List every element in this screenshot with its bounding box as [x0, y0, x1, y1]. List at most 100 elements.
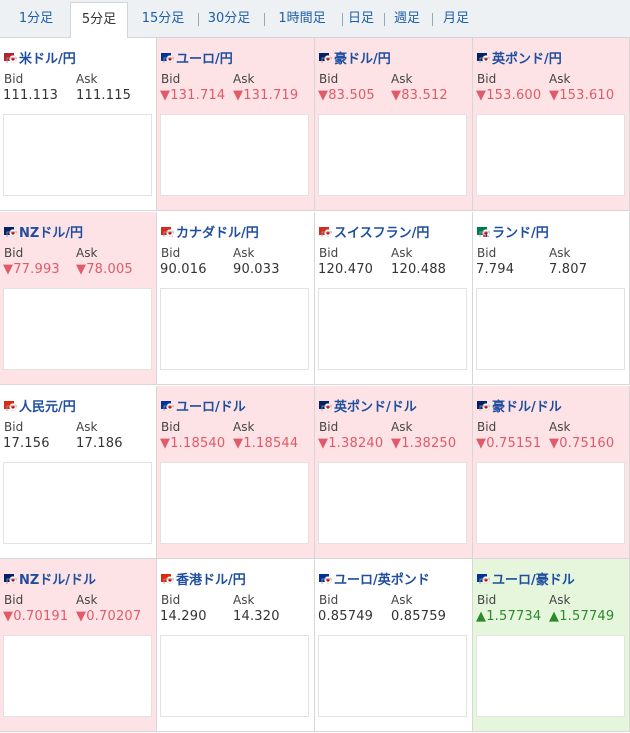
pair-title[interactable]: 17.1517.1417.1317.129:2510:2511:25人民元/円 [4, 396, 144, 478]
ask-value: ▼83.512 [391, 88, 448, 103]
flag-icon: 83.5583.583.459:2510:2511:25 [319, 52, 459, 130]
ask-value: ▼78.005 [76, 262, 133, 277]
rate-panel[interactable]: 0.7520.75150.7519:2510:2511:25豪ドル/ドルBidA… [473, 386, 630, 559]
rate-panel[interactable]: 83.5583.583.459:2510:2511:25豪ドル/円BidAsk▼… [315, 38, 473, 211]
flag-icon: 0.70260.70240.70220.7020.70189:2510:2511… [4, 573, 149, 651]
pair-title[interactable]: 83.5583.583.459:2510:2511:25豪ドル/円 [319, 48, 459, 130]
ask-label: Ask [549, 593, 571, 607]
bid-label: Bid [319, 72, 339, 86]
candlestick-chart[interactable] [3, 114, 152, 196]
pair-title[interactable]: 111.15111.1111.059:2510:2511:25米ドル/円 [4, 48, 149, 130]
ask-value: 120.488 [391, 262, 447, 277]
candlestick-chart[interactable] [160, 288, 309, 370]
candlestick-chart[interactable] [318, 114, 467, 196]
ask-label: Ask [76, 72, 98, 86]
candle-body [485, 234, 488, 240]
pair-title[interactable]: 120.55120.5120.459:2510:2511:25スイスフラン/円 [319, 222, 464, 304]
bid-value: ▼131.714 [160, 88, 226, 103]
pair-title[interactable]: 78.05789:2510:2511:25NZドル/円 [4, 222, 144, 304]
candlestick-chart[interactable] [476, 462, 625, 544]
candlestick-chart[interactable] [3, 288, 152, 370]
rate-panel[interactable]: 14.314.299:2510:2511:25香港ドル/円BidAsk14.29… [157, 559, 315, 732]
tab-0[interactable]: 1分足 [18, 11, 54, 26]
pair-title[interactable]: 1.5781.5779:2510:2511:25ユーロ/豪ドル [477, 569, 617, 651]
bid-value: ▼1.18540 [160, 436, 226, 451]
candlestick-chart[interactable] [476, 288, 625, 370]
tab-5[interactable]: 日足 [347, 11, 374, 26]
tab-1[interactable]: 5分足 [70, 2, 128, 40]
rate-panel[interactable]: 1.5781.5779:2510:2511:25ユーロ/豪ドルBidAsk▲1.… [473, 559, 630, 732]
pair-name: カナダドル/円 [176, 225, 259, 241]
rate-panel[interactable]: 90.190.05909:2510:2511:25カナダドル/円BidAsk90… [157, 212, 315, 385]
ask-value: 7.807 [549, 262, 588, 277]
candlestick-chart[interactable] [3, 635, 152, 717]
pair-title[interactable]: 1.3831.38251.3829:2510:2511:25英ポンド/ドル [319, 396, 464, 478]
pair-name: ユーロ/円 [176, 51, 233, 67]
pair-title[interactable]: 90.190.05909:2510:2511:25カナダドル/円 [161, 222, 301, 304]
tab-7[interactable]: 月足 [442, 11, 469, 26]
bid-value: ▼153.600 [476, 88, 542, 103]
bid-value: 111.113 [3, 88, 59, 103]
flag-icon: 14.314.299:2510:2511:25 [161, 573, 301, 651]
tab-4[interactable]: 1時間足 [278, 11, 326, 26]
rate-panel[interactable]: 1.3831.38251.3829:2510:2511:25英ポンド/ドルBid… [315, 386, 473, 559]
ask-value: 111.115 [76, 88, 132, 103]
ask-label: Ask [76, 420, 98, 434]
rate-panel[interactable]: 1.18621.1861.18581.18561.18549:2510:2511… [157, 386, 315, 559]
pair-title[interactable]: 0.70260.70240.70220.7020.70189:2510:2511… [4, 569, 149, 651]
pair-title[interactable]: 7.87.797.789:2510:2511:25ランド/円 [477, 222, 612, 304]
pair-title[interactable]: 14.314.299:2510:2511:25香港ドル/円 [161, 569, 301, 651]
candlestick-chart[interactable] [318, 288, 467, 370]
candlestick-chart[interactable] [160, 462, 309, 544]
bid-label: Bid [4, 72, 24, 86]
rate-panel[interactable]: 0.8580.85759:2510:2511:25ユーロ/英ポンドBidAsk0… [315, 559, 473, 732]
pair-name: 豪ドル/円 [334, 51, 391, 67]
pair-name: スイスフラン/円 [334, 225, 430, 241]
tab-3[interactable]: 30分足 [207, 11, 251, 26]
bid-label: Bid [161, 246, 181, 260]
candlestick-chart[interactable] [3, 462, 152, 544]
ask-value: 90.033 [233, 262, 280, 277]
ask-label: Ask [549, 72, 571, 86]
rate-panel[interactable]: 78.05789:2510:2511:25NZドル/円BidAsk▼77.993… [0, 212, 157, 385]
candlestick-chart[interactable] [318, 462, 467, 544]
tab-6[interactable]: 週足 [393, 11, 420, 26]
candlestick-chart[interactable] [160, 635, 309, 717]
candlestick-chart[interactable] [476, 635, 625, 717]
candlestick-chart[interactable] [476, 114, 625, 196]
rate-panel[interactable]: 17.1517.1417.1317.129:2510:2511:25人民元/円B… [0, 386, 157, 559]
rate-panel[interactable]: 0.70260.70240.70220.7020.70189:2510:2511… [0, 559, 157, 732]
flag-icon: 1.18621.1861.18581.18561.18549:2510:2511… [161, 400, 306, 478]
pair-title[interactable]: 131.85131.8131.75131.79:2510:2511:25ユーロ/… [161, 48, 306, 130]
rate-panel[interactable]: 120.55120.5120.459:2510:2511:25スイスフラン/円B… [315, 212, 473, 385]
rate-panel[interactable]: 7.87.797.789:2510:2511:25ランド/円BidAsk7.79… [473, 212, 630, 385]
pair-title[interactable]: 1.18621.1861.18581.18561.18549:2510:2511… [161, 396, 306, 478]
candle-body [483, 234, 485, 238]
bid-value: ▼77.993 [3, 262, 60, 277]
ask-label: Ask [233, 420, 255, 434]
rate-panel[interactable]: 153.7153.65153.6153.559:2510:2511:25英ポンド… [473, 38, 630, 211]
flag-icon: 153.7153.65153.6153.559:2510:2511:25 [477, 52, 622, 130]
bid-value: ▼0.70191 [3, 609, 69, 624]
rate-panel[interactable]: 131.85131.8131.75131.79:2510:2511:25ユーロ/… [157, 38, 315, 211]
pair-name: 人民元/円 [19, 399, 76, 415]
tab-separator [384, 13, 385, 26]
bid-label: Bid [4, 246, 24, 260]
pair-name: 英ポンド/ドル [334, 399, 417, 415]
pair-title[interactable]: 153.7153.65153.6153.559:2510:2511:25英ポンド… [477, 48, 622, 130]
ask-value: 14.320 [233, 609, 280, 624]
candlestick-chart[interactable] [160, 114, 309, 196]
pair-name: NZドル/ドル [19, 572, 97, 588]
bid-value: 0.85749 [318, 609, 374, 624]
pair-title[interactable]: 0.8580.85759:2510:2511:25ユーロ/英ポンド [319, 569, 464, 651]
candlestick-chart[interactable] [318, 635, 467, 717]
pair-title[interactable]: 0.7520.75150.7519:2510:2511:25豪ドル/ドル [477, 396, 622, 478]
flag-icon: 131.85131.8131.75131.79:2510:2511:25 [161, 52, 306, 130]
bid-value: 90.016 [160, 262, 207, 277]
bid-value: 17.156 [3, 436, 50, 451]
tab-separator [432, 13, 433, 26]
timeframe-tabs: 1分足 5分足 15分足 30分足 1時間足 日足 週足 月足 [0, 0, 630, 40]
ask-value: 0.85759 [391, 609, 447, 624]
tab-2[interactable]: 15分足 [141, 11, 185, 26]
